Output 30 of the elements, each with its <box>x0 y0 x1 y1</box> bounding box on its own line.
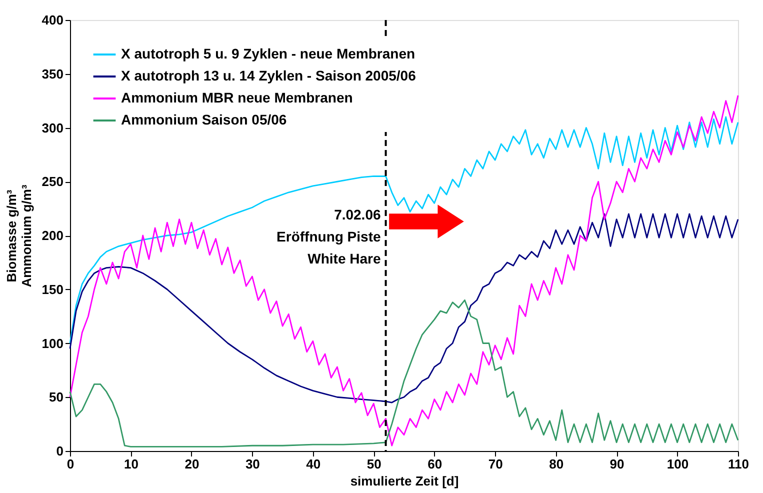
line-series <box>69 299 739 448</box>
x-tick-label: 30 <box>245 456 260 472</box>
annotation: 7.02.06 Eröffnung Piste White Hare <box>276 206 381 267</box>
x-tick-label: 100 <box>666 456 689 472</box>
x-tick-label: 60 <box>428 456 442 472</box>
y-tick-label: 100 <box>42 336 64 351</box>
x-tick-label: 90 <box>610 456 624 472</box>
x-tick-label: 70 <box>488 456 503 472</box>
x-tick-label: 40 <box>306 456 321 472</box>
legend-label: X autotroph 5 u. 9 Zyklen - neue Membranen <box>121 46 416 62</box>
y-tick-label: 200 <box>42 228 64 243</box>
x-axis-title: simulierte Zeit [d] <box>350 474 459 488</box>
x-tick-label: 10 <box>124 456 138 472</box>
line-series <box>69 116 739 344</box>
y-tick-label: 400 <box>42 12 64 28</box>
x-tick-label: 0 <box>66 456 74 472</box>
x-tick-label: 110 <box>728 456 749 472</box>
y-tick-label: 250 <box>42 174 64 190</box>
legend-label: X autotroph 13 u. 14 Zyklen - Saison 2005/06 <box>121 68 416 84</box>
y-tick-label: 50 <box>49 390 64 405</box>
y-tick-label: 0 <box>56 444 64 458</box>
x-tick-label: 50 <box>366 456 382 472</box>
y-tick-label: 350 <box>42 66 64 82</box>
legend-label: Ammonium Saison 05/06 <box>121 112 287 128</box>
y-axis-title: Biomasse g/m³ Ammonium g/m³ <box>4 184 34 288</box>
x-tick-label: 80 <box>549 456 564 472</box>
y-tick-label: 150 <box>42 282 64 297</box>
x-tick-label: 20 <box>184 456 200 472</box>
legend-label: Ammonium MBR neue Membranen <box>121 90 353 106</box>
y-tick-label: 300 <box>42 120 64 136</box>
